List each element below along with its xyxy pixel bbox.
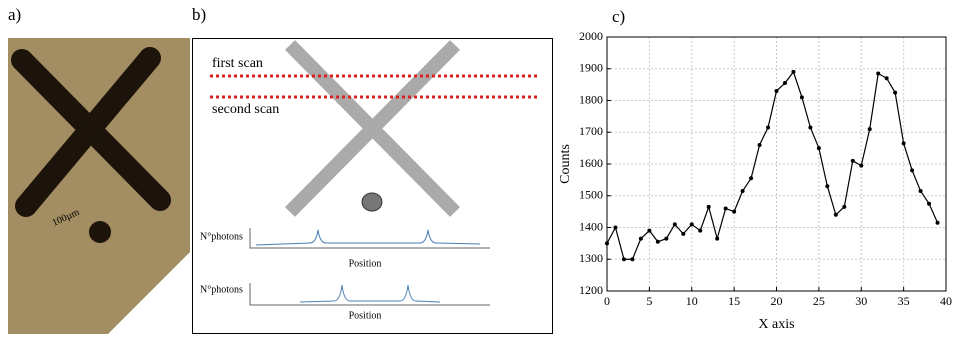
data-point — [672, 222, 677, 227]
data-point — [816, 146, 821, 151]
y-tick-label: 1400 — [579, 219, 603, 233]
mini-y-label: N°photons — [200, 231, 243, 242]
data-point — [799, 95, 804, 100]
data-point — [664, 236, 669, 241]
x-tick-label: 10 — [686, 294, 698, 308]
engraved-dot — [89, 221, 111, 243]
y-tick-label: 1600 — [579, 156, 603, 170]
data-point — [715, 236, 720, 241]
panel-label: c) — [612, 7, 625, 26]
line-chart: 1200 1300 1400 1500 1600 1700 1800 1900 2000 0 5 10… — [558, 29, 952, 332]
data-point — [782, 81, 787, 86]
micrograph — [8, 38, 190, 334]
data-point — [706, 204, 711, 209]
data-point — [689, 222, 694, 227]
x-tick-label: 5 — [646, 294, 652, 308]
x-axis-title: X axis — [758, 317, 794, 332]
data-point — [774, 88, 779, 93]
data-point — [723, 206, 728, 211]
data-point — [638, 236, 643, 241]
x-tick-label: 0 — [604, 294, 610, 308]
x-tick-label: 40 — [940, 294, 952, 308]
y-axis-title: Counts — [558, 144, 573, 184]
x-tick-label: 35 — [898, 294, 910, 308]
y-tick-label: 1300 — [579, 251, 603, 265]
panel-label: a) — [8, 5, 21, 24]
y-tick-label: 1700 — [579, 124, 603, 138]
x-tick-label: 25 — [813, 294, 825, 308]
mini-curve — [255, 229, 481, 246]
data-point — [655, 239, 660, 244]
y-tick-label: 1900 — [579, 61, 603, 75]
data-point — [740, 188, 745, 193]
data-point — [647, 228, 652, 233]
y-tick-label: 1500 — [579, 188, 603, 202]
data-point — [876, 71, 881, 76]
data-point — [842, 204, 847, 209]
data-point — [749, 176, 754, 181]
panel-frame — [192, 38, 553, 334]
data-point — [901, 141, 906, 146]
plot-frame — [606, 36, 947, 292]
mini-axes — [249, 283, 490, 306]
data-point — [757, 142, 762, 147]
mini-y-label: N°photons — [200, 284, 243, 295]
data-point — [613, 225, 618, 230]
data-point — [935, 220, 940, 225]
data-point — [766, 125, 771, 130]
data-point — [825, 184, 830, 189]
panel-label: b) — [192, 5, 206, 24]
data-line — [606, 70, 939, 260]
mini-x-label: Position — [349, 310, 382, 321]
dot-shape — [361, 192, 383, 212]
data-point — [732, 209, 737, 214]
data-point — [910, 168, 915, 173]
data-point — [833, 212, 838, 217]
data-point — [867, 127, 872, 132]
x-shape — [285, 40, 460, 217]
data-point — [791, 69, 796, 74]
data-point — [630, 257, 635, 262]
scan-label: first scan — [212, 56, 263, 71]
data-point — [859, 163, 864, 168]
data-point — [808, 125, 813, 130]
data-point — [927, 201, 932, 206]
data-point — [884, 76, 889, 81]
x-tick-label: 30 — [855, 294, 867, 308]
engraved-line — [15, 47, 161, 217]
scan-label: second scan — [212, 102, 279, 117]
data-point — [681, 231, 686, 236]
x-tick-label: 15 — [728, 294, 740, 308]
y-tick-label: 1200 — [579, 283, 603, 297]
y-tick-label: 1800 — [579, 92, 603, 106]
y-tick-label: 2000 — [579, 29, 603, 43]
data-point — [698, 228, 703, 233]
data-point — [605, 241, 609, 246]
mini-curve — [299, 284, 441, 303]
mini-x-label: Position — [349, 258, 382, 269]
mini-axes — [249, 228, 490, 249]
data-point — [918, 188, 923, 193]
x-tick-label: 20 — [771, 294, 783, 308]
data-point — [850, 158, 855, 163]
data-point — [893, 90, 898, 95]
data-point — [621, 257, 626, 262]
